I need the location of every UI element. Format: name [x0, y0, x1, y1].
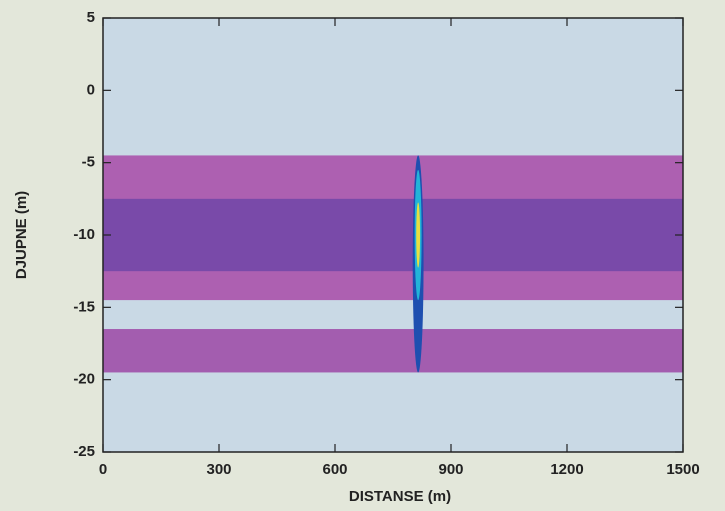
echo-band	[103, 198, 683, 272]
x-tick-label: 1200	[550, 461, 583, 478]
x-tick-label: 0	[99, 461, 107, 478]
x-tick-label: 1500	[666, 461, 699, 478]
x-tick-label: 600	[322, 461, 347, 478]
y-tick-label: -5	[82, 154, 95, 171]
x-axis-title: DISTANSE (m)	[349, 488, 451, 505]
y-tick-label: 5	[87, 9, 95, 26]
fish-school	[416, 202, 421, 268]
y-axis-title: DJUPNE (m)	[13, 191, 30, 279]
y-tick-label: -15	[73, 298, 95, 315]
y-tick-label: -10	[73, 226, 95, 243]
x-tick-label: 900	[438, 461, 463, 478]
y-tick-label: -20	[73, 371, 95, 388]
y-tick-label: -25	[73, 443, 95, 460]
x-tick-label: 300	[206, 461, 231, 478]
echo-band	[103, 329, 683, 373]
plot-area	[103, 155, 683, 373]
y-tick-label: 0	[87, 81, 95, 98]
